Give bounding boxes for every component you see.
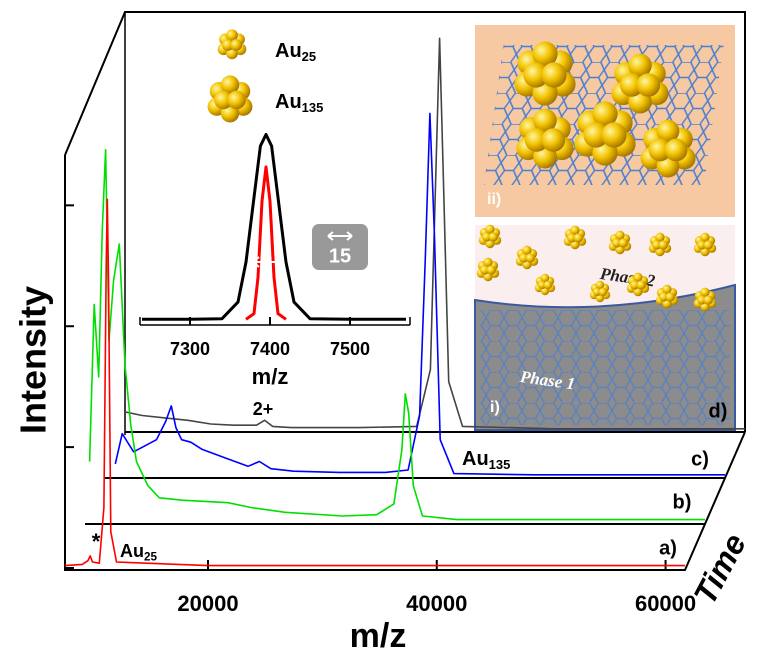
- gold-atom: [227, 91, 245, 109]
- gold-atom: [544, 281, 552, 289]
- gold-atom: [637, 73, 661, 97]
- annotation: *: [92, 529, 101, 554]
- annotation-sub: 25: [144, 550, 158, 563]
- gold-atom: [666, 292, 675, 301]
- annotation-sub: 25: [302, 49, 316, 64]
- gold-atom: [489, 232, 498, 241]
- annotation: Au25: [120, 541, 158, 564]
- gold-atom: [487, 265, 496, 274]
- annotation: 2+: [253, 399, 274, 419]
- gold-atom: [704, 240, 713, 249]
- y-axis-label: Intensity: [13, 286, 54, 434]
- series-label: c): [691, 448, 709, 470]
- width-arrow: [253, 257, 283, 267]
- x-tick-label: 7400: [250, 339, 290, 359]
- x-tick-label: 60000: [635, 591, 696, 616]
- gold-atom: [541, 62, 566, 87]
- x-axis-label: m/z: [350, 617, 407, 655]
- x-tick-label: 20000: [177, 591, 238, 616]
- gold-atom: [665, 139, 688, 162]
- gold-atom: [619, 238, 628, 247]
- width-badge: 15: [312, 224, 368, 270]
- z-axis-label: Time: [686, 528, 753, 610]
- gold-atom: [542, 128, 566, 152]
- panel-label: i): [490, 399, 500, 416]
- gold-atom: [659, 240, 668, 249]
- annotation-text: Au: [462, 448, 489, 470]
- series-label: d): [709, 400, 728, 422]
- gold-cluster: [208, 75, 253, 122]
- x-axis-label: m/z: [252, 364, 289, 389]
- gold-atom: [574, 233, 583, 242]
- annotation-text: 2+: [253, 399, 274, 419]
- annotation: Au25: [275, 40, 316, 64]
- annotation-sub: 135: [489, 457, 511, 472]
- graphene-stack: [480, 310, 730, 425]
- width-label: 15: [329, 245, 351, 267]
- gold-atom: [230, 39, 242, 51]
- gold-cluster: [218, 29, 247, 59]
- figure: Intensity m/z Time ii) Phase 2 Phase 1 i…: [0, 0, 757, 658]
- annotation-text: *: [92, 529, 101, 554]
- panel-label: ii): [487, 191, 501, 208]
- x-tick-label: 7300: [170, 339, 210, 359]
- series-label: b): [673, 491, 692, 513]
- spectrum-line: [246, 167, 286, 319]
- gold-atom: [637, 280, 646, 289]
- annotation-text: Au: [275, 40, 302, 62]
- page: Intensity m/z Time ii) Phase 2 Phase 1 i…: [0, 0, 757, 663]
- annotation: Au135: [462, 448, 510, 472]
- gold-atom: [601, 122, 626, 147]
- gold-atom: [599, 288, 607, 296]
- annotation: Au135: [275, 91, 323, 115]
- gold-atom: [526, 253, 535, 262]
- x-tick-label: 7500: [330, 339, 370, 359]
- x-tick-label: 40000: [406, 591, 467, 616]
- illustrations: ii) Phase 2 Phase 1 i): [475, 25, 735, 430]
- annotation-text: Au: [120, 541, 144, 561]
- annotation-text: Au: [275, 91, 302, 113]
- gold-atom: [704, 295, 713, 304]
- series-label: a): [659, 537, 677, 559]
- annotation-sub: 135: [302, 100, 324, 115]
